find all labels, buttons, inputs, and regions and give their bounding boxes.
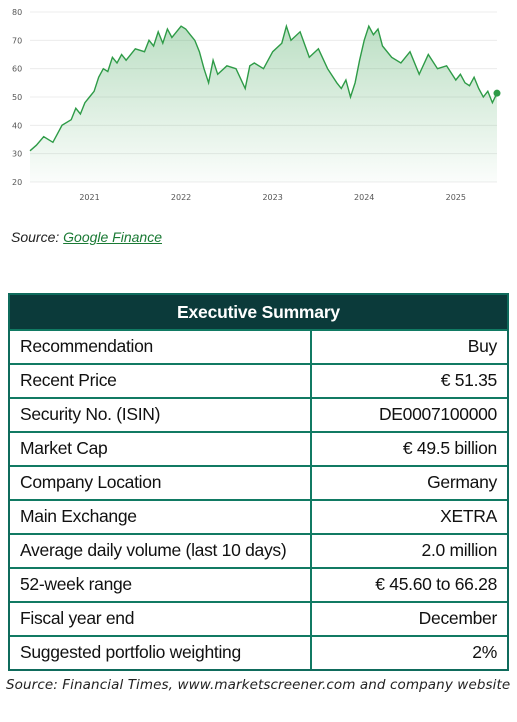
table-row: Security No. (ISIN) DE0007100000 — [10, 397, 507, 431]
row-value: € 49.5 billion — [402, 438, 497, 458]
y-tick-label: 40 — [12, 121, 22, 130]
row-value: December — [418, 608, 498, 628]
row-value: 2% — [472, 642, 497, 662]
google-finance-link[interactable]: Google Finance — [63, 229, 162, 245]
row-value: € 45.60 to 66.28 — [375, 574, 497, 594]
x-tick-label: 2023 — [262, 193, 282, 202]
row-value: Buy — [467, 336, 498, 356]
row-label: Security No. (ISIN) — [10, 399, 312, 431]
row-label: Market Cap — [10, 433, 312, 465]
y-axis-ticks: 20 30 40 50 60 70 80 — [12, 8, 22, 187]
row-value: € 51.35 — [440, 370, 498, 390]
y-tick-label: 30 — [12, 150, 22, 159]
row-label: Main Exchange — [10, 501, 312, 533]
table-row: Recent Price € 51.35 — [10, 363, 507, 397]
x-tick-label: 2022 — [171, 193, 191, 202]
chart-source-prefix: Source: — [11, 229, 64, 245]
x-tick-label: 2025 — [446, 193, 466, 202]
row-label: Suggested portfolio weighting — [10, 637, 312, 669]
table-row: Market Cap € 49.5 billion — [10, 431, 507, 465]
table-row: Suggested portfolio weighting 2% — [10, 635, 507, 669]
y-tick-label: 60 — [12, 65, 22, 74]
x-tick-label: 2021 — [79, 193, 99, 202]
price-chart: 20 30 40 50 60 70 80 2021 2022 2023 2024 2025 — [12, 8, 501, 202]
row-label: Fiscal year end — [10, 603, 312, 635]
table-row: Company Location Germany — [10, 465, 507, 499]
row-label: Recommendation — [10, 331, 312, 363]
y-tick-label: 70 — [12, 36, 22, 45]
y-tick-label: 80 — [12, 8, 22, 17]
table-row: Fiscal year end December — [10, 601, 507, 635]
table-row: 52-week range € 45.60 to 66.28 — [10, 567, 507, 601]
summary-title: Executive Summary — [10, 295, 507, 329]
table-row: Main Exchange XETRA — [10, 499, 507, 533]
row-value: DE0007100000 — [378, 404, 497, 424]
executive-summary-table: Executive Summary Recommendation Buy Rec… — [8, 293, 509, 671]
y-tick-label: 20 — [12, 178, 22, 187]
price-line — [29, 23, 498, 152]
row-label: Recent Price — [10, 365, 312, 397]
row-label: Company Location — [10, 467, 312, 499]
price-area — [30, 26, 497, 183]
row-value: 2.0 million — [421, 540, 498, 560]
row-label: 52-week range — [10, 569, 312, 601]
row-value: Germany — [427, 472, 497, 492]
row-value: XETRA — [440, 506, 497, 526]
table-row: Average daily volume (last 10 days) 2.0 … — [10, 533, 507, 567]
x-tick-label: 2024 — [354, 193, 374, 202]
row-label: Average daily volume (last 10 days) — [10, 535, 312, 567]
chart-source: Source: Google Finance — [11, 229, 162, 245]
table-source: Source: Financial Times, www.marketscree… — [6, 677, 511, 693]
last-price-marker — [493, 89, 501, 97]
table-row: Recommendation Buy — [10, 329, 507, 363]
y-tick-label: 50 — [12, 93, 22, 102]
x-axis-ticks: 2021 2022 2023 2024 2025 — [79, 193, 466, 202]
